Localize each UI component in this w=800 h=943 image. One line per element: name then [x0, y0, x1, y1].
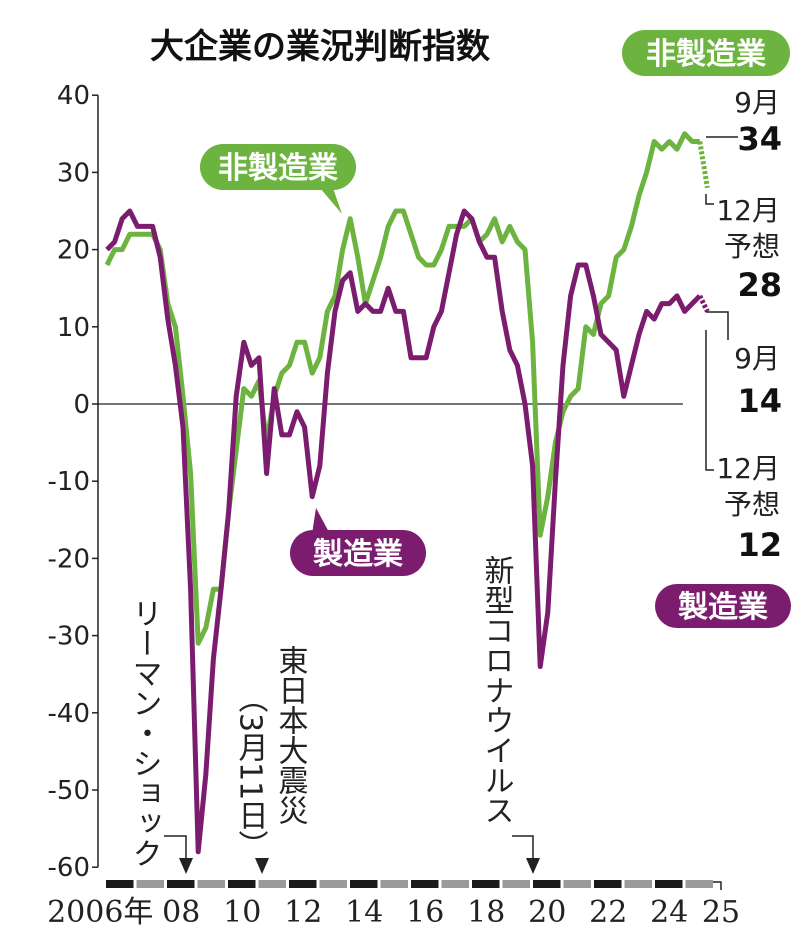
x-tick-label: 20 — [528, 895, 566, 930]
year-bar — [441, 880, 469, 888]
x-tick-label: 18 — [467, 895, 505, 930]
x-axis: 2006年 08 10 12 14 16 18 20 22 24 25 — [47, 880, 740, 930]
svg-text:（3月11日）: （3月11日） — [233, 683, 269, 860]
nonmfg-dec-value: 28 — [737, 266, 782, 304]
x-tick-label: 25 — [702, 895, 740, 930]
year-bar — [289, 880, 317, 888]
x-tick-label: 22 — [589, 895, 627, 930]
year-bar — [472, 880, 500, 888]
year-bar — [350, 880, 378, 888]
y-tick-label: -60 — [48, 853, 90, 883]
year-bar — [197, 880, 225, 888]
year-bar — [106, 880, 134, 888]
nonmfg-forecast-line — [697, 141, 710, 189]
x-tick-label: 12 — [284, 895, 322, 930]
nonmfg-line — [104, 131, 700, 646]
nonmfg-sep-value: 34 — [737, 120, 782, 158]
nonmfg-dec-label: 12月 — [716, 194, 780, 227]
year-bar — [258, 880, 286, 888]
year-bar — [228, 880, 256, 888]
event-covid: 新型コロナウイルス — [479, 555, 540, 874]
year-bar — [167, 880, 195, 888]
event-lehman: リーマン・ショック — [127, 598, 193, 874]
nonmfg-dec-sub: 予想 — [724, 230, 780, 263]
nonmfg-annotations: 9月 34 12月 予想 28 — [705, 86, 782, 304]
svg-text:非製造業: 非製造業 — [646, 37, 766, 72]
svg-text:新型コロナウイルス: 新型コロナウイルス — [479, 555, 514, 825]
mfg-annotations: 9月 14 12月 予想 12 — [705, 311, 782, 564]
year-bar — [624, 880, 652, 888]
year-bar — [655, 880, 683, 888]
year-bar — [411, 880, 439, 888]
y-tick-label: -10 — [48, 467, 90, 497]
chart-title: 大企業の業況判断指数 — [150, 27, 490, 67]
mfg-dec-value: 12 — [737, 526, 782, 564]
mfg-dec-sub: 予想 — [724, 488, 780, 521]
svg-text:リーマン・ショック: リーマン・ショック — [127, 598, 162, 868]
year-bar — [533, 880, 561, 888]
year-bar — [685, 880, 713, 888]
event-earthquake: 東日本大震災 （3月11日） — [233, 645, 309, 874]
y-tick-label: 20 — [57, 236, 90, 266]
y-tick-label: 0 — [73, 390, 90, 420]
y-tick-label: 30 — [57, 158, 90, 188]
callout-mfg: 製造業 — [290, 508, 426, 576]
y-tick-label: -50 — [48, 776, 90, 806]
y-tick-label: -30 — [48, 622, 90, 652]
svg-text:製造業: 製造業 — [678, 590, 768, 625]
year-bar — [319, 880, 347, 888]
axis-end-mark — [713, 881, 722, 890]
x-tick-label: 10 — [223, 895, 261, 930]
year-bar — [502, 880, 530, 888]
year-bar — [594, 880, 622, 888]
y-tick-label: 40 — [57, 81, 90, 111]
year-bar — [380, 880, 408, 888]
series-lines — [104, 131, 710, 855]
y-tick-label: -40 — [48, 699, 90, 729]
mfg-forecast-line — [697, 294, 710, 313]
year-bar — [136, 880, 164, 888]
legend-mfg-bottom: 製造業 — [655, 584, 791, 628]
mfg-sep-label: 9月 — [734, 342, 780, 375]
x-tick-label: 14 — [345, 895, 383, 930]
y-axis: 40 30 20 10 0 -10 -20 -30 -40 -50 -60 — [48, 81, 683, 883]
mfg-line — [105, 208, 702, 855]
mfg-dec-label: 12月 — [716, 452, 780, 485]
nonmfg-sep-label: 9月 — [734, 86, 780, 119]
legend-nonmfg-top: 非製造業 — [622, 30, 790, 76]
y-tick-label: 10 — [57, 313, 90, 343]
x-tick-label: 2006年 — [47, 895, 153, 930]
svg-text:東日本大震災: 東日本大震災 — [273, 645, 309, 825]
x-tick-label: 08 — [162, 895, 200, 930]
year-bar — [563, 880, 591, 888]
svg-text:非製造業: 非製造業 — [218, 151, 338, 186]
callout-nonmfg: 非製造業 — [200, 144, 356, 214]
mfg-sep-value: 14 — [737, 382, 782, 420]
x-tick-label: 24 — [650, 895, 688, 930]
y-tick-label: -20 — [48, 544, 90, 574]
x-tick-label: 16 — [406, 895, 444, 930]
svg-text:製造業: 製造業 — [313, 537, 403, 572]
